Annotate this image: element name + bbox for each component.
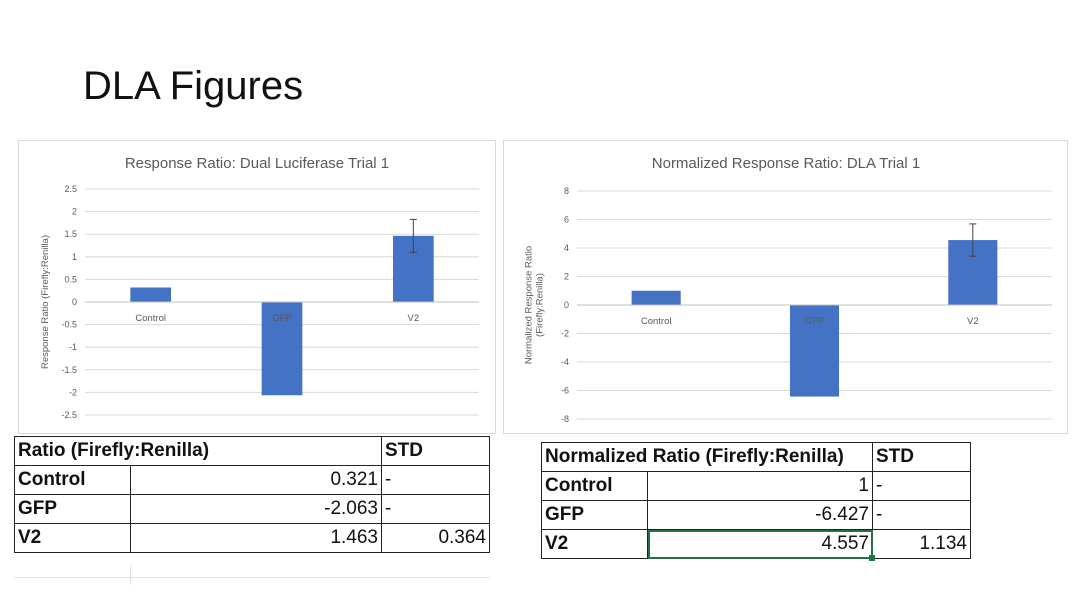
bar	[789, 305, 840, 397]
table-row: V2 1.463 0.364	[14, 523, 490, 553]
sheet-gridline	[130, 565, 131, 585]
slide-title: DLA Figures	[83, 64, 304, 108]
y-tick-label: 8	[564, 186, 569, 196]
chart-title: Normalized Response Ratio: DLA Trial 1	[652, 155, 920, 172]
y-tick-label: -8	[561, 414, 569, 424]
table-cell-value[interactable]: -6.427	[647, 500, 873, 530]
table-header-std[interactable]: STD	[381, 436, 490, 466]
bar	[130, 287, 172, 302]
table-row: Control 0.321 -	[14, 465, 490, 495]
table-row: GFP -6.427 -	[541, 500, 971, 530]
y-tick-label: 2	[72, 207, 77, 217]
y-axis-label: Response Ratio (Firefly:Renilla)	[40, 235, 51, 369]
table-cell-std[interactable]: 0.364	[381, 523, 490, 553]
table-row: Control 1 -	[541, 471, 971, 501]
y-tick-label: 2	[564, 272, 569, 282]
sheet-gridline	[14, 577, 490, 578]
table-header-normalized-ratio[interactable]: Normalized Ratio (Firefly:Renilla)	[541, 442, 873, 472]
y-axis-label-line: Normalized Response Ratio	[524, 246, 535, 364]
category-label: GFP	[805, 316, 825, 327]
table-cell-value[interactable]: 0.321	[130, 465, 382, 495]
y-tick-label: 2.5	[64, 184, 77, 194]
table-cell-std[interactable]: 1.134	[872, 529, 971, 559]
table-row: GFP -2.063 -	[14, 494, 490, 524]
table-row-label[interactable]: GFP	[14, 494, 131, 524]
table-row-label[interactable]: V2	[541, 529, 648, 559]
table-row: V2 4.557 1.134	[541, 529, 971, 561]
table-cell-value-text: 4.557	[821, 533, 869, 554]
y-tick-label: 1	[72, 252, 77, 262]
bar	[631, 290, 681, 305]
y-tick-label: 0	[72, 297, 77, 307]
table-row-label[interactable]: GFP	[541, 500, 648, 530]
table-header-row: Ratio (Firefly:Renilla) STD	[14, 436, 490, 466]
y-tick-label: 1.5	[64, 229, 77, 239]
ratio-table: Ratio (Firefly:Renilla) STD Control 0.32…	[14, 436, 490, 553]
table-header-std[interactable]: STD	[872, 442, 971, 472]
category-label: Control	[135, 313, 166, 324]
category-label: V2	[967, 316, 979, 327]
y-tick-label: -2	[69, 387, 77, 397]
table-header-ratio[interactable]: Ratio (Firefly:Renilla)	[14, 436, 382, 466]
y-tick-label: -4	[561, 357, 569, 367]
table-cell-std[interactable]: -	[381, 465, 490, 495]
table-row-label[interactable]: Control	[541, 471, 648, 501]
normalized-response-ratio-chart-svg: Normalized Response Ratio: DLA Trial 1 8 6…	[524, 155, 1052, 424]
category-label: V2	[408, 313, 420, 324]
chart-title: Response Ratio: Dual Luciferase Trial 1	[125, 155, 389, 172]
normalized-response-ratio-chart: Normalized Response Ratio: DLA Trial 1 8 6…	[503, 140, 1068, 434]
category-label: Control	[641, 316, 672, 327]
table-cell-value[interactable]: -2.063	[130, 494, 382, 524]
y-tick-label: 0.5	[64, 274, 77, 284]
table-row-label[interactable]: Control	[14, 465, 131, 495]
y-tick-label: -2	[561, 329, 569, 339]
y-tick-label: -0.5	[61, 320, 77, 330]
y-axis-label: Normalized Response Ratio(Firefly:Renill…	[524, 246, 546, 364]
response-ratio-chart-svg: Response Ratio: Dual Luciferase Trial 1 2…	[40, 155, 479, 420]
fill-handle[interactable]	[869, 555, 875, 561]
y-tick-label: -6	[561, 386, 569, 396]
bar	[261, 302, 303, 396]
y-axis-label-line: Response Ratio (Firefly:Renilla)	[40, 235, 51, 369]
table-cell-std[interactable]: -	[872, 500, 971, 530]
table-cell-value[interactable]: 1.463	[130, 523, 382, 553]
table-cell-std[interactable]: -	[381, 494, 490, 524]
table-header-row: Normalized Ratio (Firefly:Renilla) STD	[541, 442, 971, 472]
table-cell-std[interactable]: -	[872, 471, 971, 501]
response-ratio-chart: Response Ratio: Dual Luciferase Trial 1 2…	[18, 140, 496, 434]
table-cell-value[interactable]: 1	[647, 471, 873, 501]
table-row-label[interactable]: V2	[14, 523, 131, 553]
y-tick-label: 0	[564, 300, 569, 310]
y-axis-label-line: (Firefly:Renilla)	[535, 273, 546, 337]
y-tick-label: -2.5	[61, 410, 77, 420]
table-cell-value-selected[interactable]: 4.557	[647, 529, 875, 561]
category-label: GFP	[272, 313, 292, 324]
y-tick-label: -1.5	[61, 365, 77, 375]
y-tick-label: -1	[69, 342, 77, 352]
y-tick-label: 6	[564, 215, 569, 225]
y-tick-label: 4	[564, 243, 569, 253]
normalized-ratio-table: Normalized Ratio (Firefly:Renilla) STD C…	[541, 442, 971, 561]
